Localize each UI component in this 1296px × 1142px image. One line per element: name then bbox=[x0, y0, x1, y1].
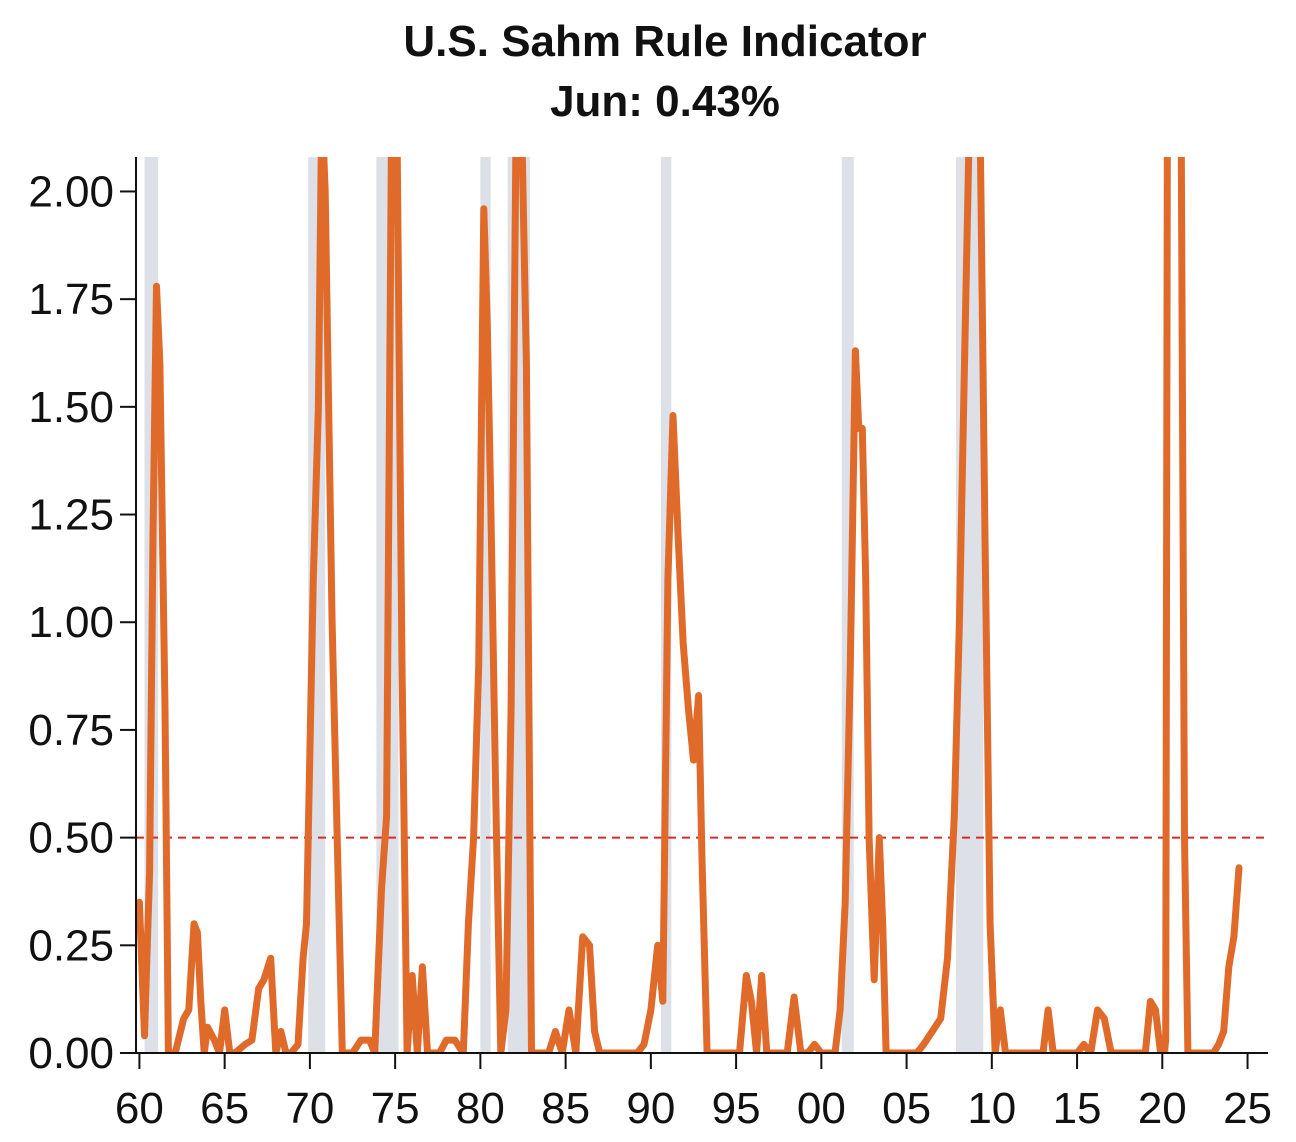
recession-band-6 bbox=[841, 157, 854, 1053]
recession-band-3 bbox=[480, 157, 491, 1053]
x-tick-label: 05 bbox=[882, 1084, 931, 1133]
x-tick-label: 20 bbox=[1138, 1084, 1187, 1133]
x-tick-label: 75 bbox=[371, 1084, 420, 1133]
x-tick-label: 95 bbox=[712, 1084, 761, 1133]
x-tick-label: 25 bbox=[1223, 1084, 1272, 1133]
x-tick-label: 85 bbox=[541, 1084, 590, 1133]
y-tick-label: 1.50 bbox=[28, 383, 114, 432]
y-tick-label: 0.00 bbox=[28, 1029, 114, 1078]
series-line-0 bbox=[136, 157, 1243, 1053]
chart-title: U.S. Sahm Rule Indicator bbox=[403, 17, 927, 66]
axes: 0.00 0.25 0.50 0.75 1.00 1.25 1.50 1.75 2.00 60 65… bbox=[28, 157, 1272, 1133]
y-tick-label: 2.00 bbox=[28, 167, 114, 216]
y-tick-label: 0.50 bbox=[28, 814, 114, 863]
chart-subtitle: Jun: 0.43% bbox=[550, 77, 780, 126]
y-tick-label: 1.25 bbox=[28, 491, 114, 540]
x-tick-label: 00 bbox=[797, 1084, 846, 1133]
y-tick-label: 1.00 bbox=[28, 598, 114, 647]
y-tick-label: 0.25 bbox=[28, 921, 114, 970]
x-tick-label: 15 bbox=[1053, 1084, 1102, 1133]
x-tick-label: 80 bbox=[456, 1084, 505, 1133]
x-tick-label: 10 bbox=[967, 1084, 1016, 1133]
y-tick-label: 0.75 bbox=[28, 706, 114, 755]
x-tick-label: 65 bbox=[200, 1084, 249, 1133]
y-tick-label: 1.75 bbox=[28, 275, 114, 324]
series-layer bbox=[136, 157, 1243, 1053]
x-tick-label: 90 bbox=[626, 1084, 675, 1133]
x-tick-label: 60 bbox=[115, 1084, 164, 1133]
x-tick-label: 70 bbox=[285, 1084, 334, 1133]
recession-bands bbox=[144, 157, 1170, 1053]
